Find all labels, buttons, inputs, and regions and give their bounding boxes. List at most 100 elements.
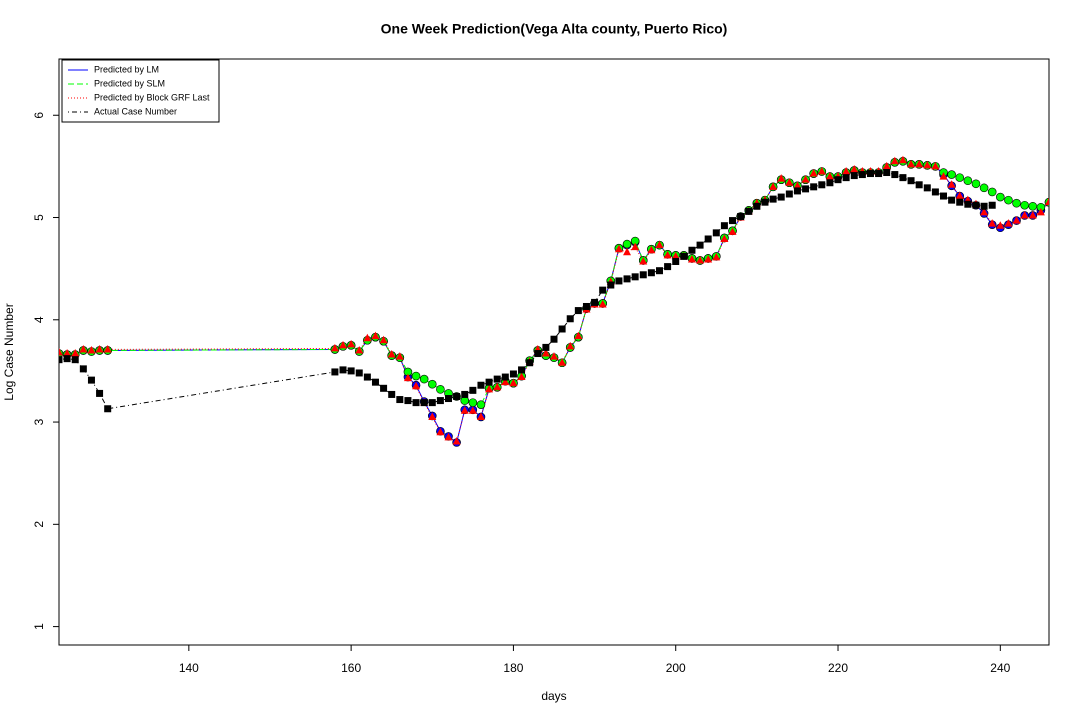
point: [671, 251, 680, 260]
point: [476, 412, 485, 420]
point: [468, 406, 477, 414]
y-tick-label: 3: [32, 418, 46, 425]
point: [801, 175, 810, 183]
point: [955, 191, 964, 200]
point: [79, 344, 88, 353]
point: [380, 384, 388, 392]
point: [947, 180, 956, 188]
point: [403, 373, 412, 382]
point: [411, 371, 421, 381]
point: [720, 234, 729, 242]
point: [1004, 219, 1013, 227]
point: [631, 273, 639, 281]
point: [574, 331, 583, 340]
point: [777, 174, 786, 182]
point: [622, 239, 632, 249]
point: [493, 375, 501, 383]
point: [453, 392, 461, 400]
point: [63, 355, 71, 363]
point: [412, 381, 421, 390]
point: [461, 390, 469, 398]
point: [1036, 207, 1045, 216]
point: [931, 188, 939, 196]
point: [355, 369, 363, 377]
point: [729, 217, 737, 225]
point: [963, 176, 973, 185]
point: [655, 267, 663, 275]
point: [842, 174, 850, 182]
point: [59, 356, 63, 364]
point: [614, 244, 623, 253]
point: [103, 344, 112, 353]
series-line: [59, 172, 993, 410]
point: [396, 396, 404, 404]
point: [696, 241, 704, 249]
point: [419, 374, 429, 384]
point: [347, 367, 355, 375]
point: [427, 379, 437, 389]
point: [96, 389, 104, 397]
point: [971, 179, 981, 189]
point: [972, 201, 980, 209]
point: [777, 193, 785, 201]
y-tick-label: 2: [32, 521, 46, 528]
x-tick-label: 180: [503, 661, 523, 675]
point: [509, 378, 518, 387]
point: [907, 159, 916, 168]
point: [428, 399, 436, 407]
point: [339, 340, 348, 349]
point: [95, 344, 104, 353]
point: [817, 166, 826, 175]
y-tick-label: 6: [32, 112, 46, 119]
point: [647, 245, 656, 254]
point: [395, 352, 404, 360]
point: [883, 169, 891, 177]
point: [404, 397, 412, 405]
chart-title: One Week Prediction(Vega Alta county, Pu…: [381, 21, 728, 37]
point: [623, 275, 631, 283]
point: [71, 356, 79, 364]
legend-box: [61, 59, 220, 123]
point: [818, 181, 826, 189]
point: [890, 156, 899, 165]
point: [785, 190, 793, 198]
point: [517, 372, 526, 381]
point: [541, 349, 550, 357]
point: [591, 298, 599, 306]
point: [964, 200, 972, 208]
point: [793, 181, 802, 189]
point: [526, 359, 534, 367]
legend-label: Predicted by Block GRF Last: [94, 92, 210, 102]
point: [485, 384, 494, 393]
point: [988, 201, 996, 209]
legend: Predicted by LM Predicted by SLM Predicted…: [61, 59, 220, 123]
point: [834, 176, 842, 184]
point: [923, 160, 932, 169]
x-tick-label: 240: [990, 661, 1010, 675]
point: [980, 207, 989, 216]
series-line: [59, 159, 1049, 443]
point: [574, 307, 582, 315]
point: [363, 373, 371, 381]
point: [87, 376, 95, 384]
point: [509, 370, 517, 378]
point: [940, 192, 948, 200]
point: [371, 378, 379, 386]
point: [558, 325, 566, 333]
point: [550, 335, 558, 343]
point: [436, 397, 444, 405]
point: [809, 169, 818, 177]
point: [891, 171, 899, 179]
point: [907, 177, 915, 185]
point: [793, 187, 801, 195]
point: [931, 161, 940, 170]
point: [631, 242, 640, 251]
point: [607, 281, 615, 289]
x-tick-label: 200: [666, 661, 686, 675]
point: [460, 406, 469, 414]
point: [599, 286, 607, 294]
point: [379, 335, 388, 344]
point: [866, 170, 874, 178]
point: [720, 222, 728, 230]
